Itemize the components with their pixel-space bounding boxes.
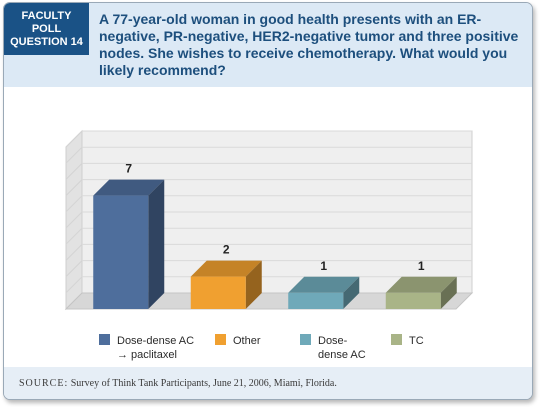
legend-label: Dose- xyxy=(318,335,348,347)
gridline-side xyxy=(65,211,83,229)
bar-top xyxy=(385,276,457,293)
source-label: SOURCE: xyxy=(19,378,69,389)
bar-side xyxy=(148,179,165,309)
bar-top xyxy=(288,276,360,293)
legend-swatch xyxy=(215,334,226,345)
source-note: SOURCE: Survey of Think Tank Participant… xyxy=(19,378,337,389)
legend-swatch xyxy=(391,334,402,345)
poll-tag: FACULTY POLL QUESTION 14 xyxy=(4,3,89,55)
legend-label: dense AC xyxy=(318,349,366,361)
gridline-side xyxy=(65,163,83,180)
poll-tag-line-3: QUESTION 14 xyxy=(10,35,83,48)
question-text: A 77-year-old woman in good health prese… xyxy=(99,11,519,78)
bar xyxy=(190,276,246,309)
bar xyxy=(288,292,344,309)
gridline-side xyxy=(65,276,83,294)
bar-side xyxy=(343,276,360,309)
bar-top xyxy=(93,179,165,196)
gridline-side xyxy=(65,227,83,245)
poll-card: FACULTY POLL QUESTION 14 A 77-year-old w… xyxy=(3,2,533,400)
data-label: 2 xyxy=(223,243,230,257)
poll-tag-line-2: POLL xyxy=(31,22,62,35)
bar xyxy=(93,195,149,309)
legend-label: → paclitaxel xyxy=(117,349,177,361)
gridline-side xyxy=(65,195,83,213)
bar-side xyxy=(440,276,457,309)
question-header: FACULTY POLL QUESTION 14 A 77-year-old w… xyxy=(4,3,532,87)
legend-label: Other xyxy=(233,335,261,347)
gridline-side xyxy=(65,179,83,196)
bar-side xyxy=(245,260,262,309)
source-text: Survey of Think Tank Participants, June … xyxy=(70,378,337,389)
data-label: 7 xyxy=(125,162,132,176)
bar xyxy=(385,292,441,309)
data-label: 1 xyxy=(418,259,425,273)
bar-top xyxy=(190,260,262,277)
legend-label: Dose-dense AC xyxy=(117,335,194,347)
legend-label: TC xyxy=(409,335,424,347)
gridline-side xyxy=(65,260,83,277)
gridline-side xyxy=(65,130,83,148)
gridline-side xyxy=(65,244,83,261)
legend-swatch xyxy=(300,334,311,345)
source-bar: SOURCE: Survey of Think Tank Participant… xyxy=(4,367,532,399)
legend-swatch xyxy=(99,334,110,345)
poll-tag-line-1: FACULTY xyxy=(21,9,72,22)
chart-panel: 7 2 1 1 Dose-dense AC → paclitaxel Other Dose-d… xyxy=(4,87,532,367)
bar-chart: 7 2 1 1 Dose-dense AC → paclitaxel Other Dose-d… xyxy=(64,129,474,361)
gridline-side xyxy=(65,146,83,164)
data-label: 1 xyxy=(320,259,327,273)
